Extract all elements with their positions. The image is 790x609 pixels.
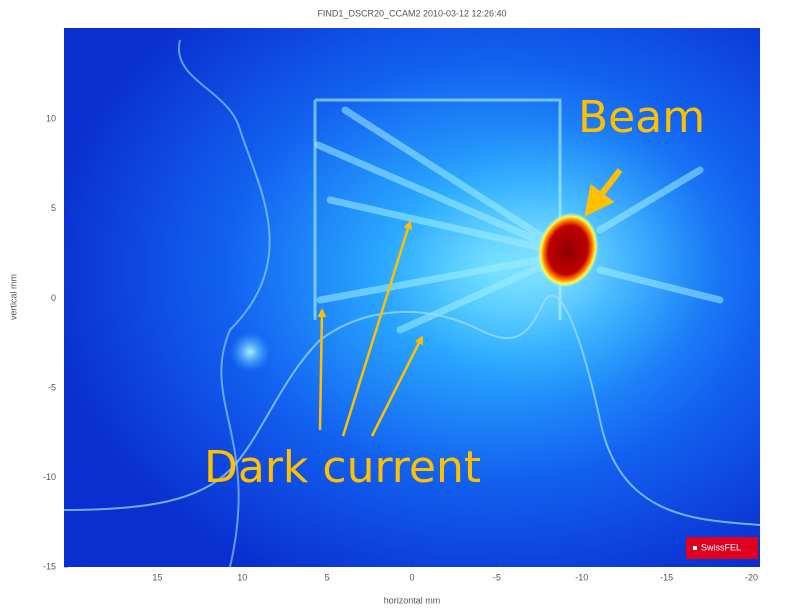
chart: FIND1_DSCR20_CCAM2 2010-03-12 12:26:40 h…: [0, 0, 790, 609]
y-axis-label: vertical mm: [8, 274, 18, 320]
annotation: Beam: [578, 92, 705, 143]
y-tick-label: 10: [46, 114, 56, 124]
x-tick-label: -20: [745, 572, 758, 582]
x-tick-label: -15: [660, 572, 673, 582]
x-tick-label: -10: [575, 572, 588, 582]
x-tick-label: 15: [152, 572, 162, 582]
x-axis-label: horizontal mm: [384, 595, 441, 605]
x-tick-label: 5: [325, 572, 330, 582]
annotation: Dark current: [204, 442, 481, 493]
x-tick-label: -5: [493, 572, 501, 582]
y-tick-label: 0: [51, 293, 56, 303]
logo-icon: [693, 546, 697, 550]
y-tick-label: -5: [48, 382, 56, 392]
x-tick-label: 0: [409, 572, 414, 582]
logo: SwissFEL: [701, 542, 741, 552]
y-tick-label: 5: [51, 203, 56, 213]
chart-title: FIND1_DSCR20_CCAM2 2010-03-12 12:26:40: [317, 8, 506, 18]
y-tick-label: -15: [43, 561, 56, 571]
x-tick-label: 10: [237, 572, 247, 582]
y-tick-label: -10: [43, 472, 56, 482]
